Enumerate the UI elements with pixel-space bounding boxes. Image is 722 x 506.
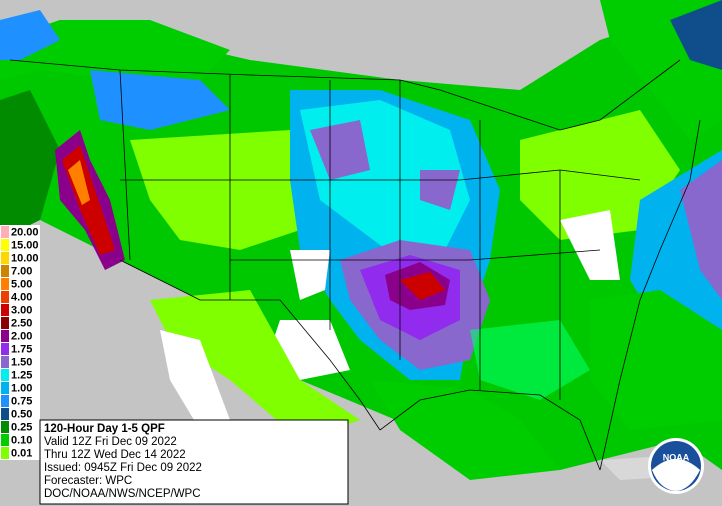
- legend-swatch: [1, 434, 9, 446]
- legend-label: 1.25: [11, 369, 32, 381]
- legend-swatch: [1, 239, 9, 251]
- info-line: Issued: 0945Z Fri Dec 09 2022: [44, 462, 202, 474]
- info-line: Thru 12Z Wed Dec 14 2022: [44, 449, 186, 461]
- legend-swatch: [1, 291, 9, 303]
- legend-label: 3.00: [11, 304, 32, 316]
- legend-swatch: [1, 421, 9, 433]
- legend-label: 5.00: [11, 278, 32, 290]
- legend-swatch: [1, 226, 9, 238]
- legend-swatch: [1, 330, 9, 342]
- legend-swatch: [1, 447, 9, 459]
- legend-frame: [0, 225, 40, 460]
- legend: 20.0015.0010.007.005.004.003.002.502.001…: [0, 225, 40, 460]
- legend-swatch: [1, 343, 9, 355]
- legend-label: 0.10: [11, 434, 32, 446]
- boundaries: [9, 59, 701, 471]
- legend-swatch: [1, 408, 9, 420]
- legend-label: 7.00: [11, 265, 32, 277]
- legend-label: 0.25: [11, 421, 32, 433]
- legend-swatch: [1, 369, 9, 381]
- legend-swatch: [1, 395, 9, 407]
- legend-label: 20.00: [11, 226, 39, 238]
- logo-gull: [652, 459, 700, 491]
- info-box-frame: [39, 419, 349, 505]
- info-box: 120-Hour Day 1-5 QPF Valid 12Z Fri Dec 0…: [39, 419, 349, 505]
- legend-label: 15.00: [11, 239, 39, 251]
- legend-swatch: [1, 382, 9, 394]
- legend-label: 2.50: [11, 317, 32, 329]
- legend-swatch: [1, 252, 9, 264]
- noaa-logo: NOAA: [648, 438, 704, 494]
- info-title: 120-Hour Day 1-5 QPF: [44, 423, 165, 435]
- legend-label: 0.50: [11, 408, 32, 420]
- legend-label: 10.00: [11, 252, 39, 264]
- legend-label: 1.50: [11, 356, 32, 368]
- legend-swatch: [1, 304, 9, 316]
- legend-swatch: [1, 278, 9, 290]
- legend-swatch: [1, 356, 9, 368]
- info-line: Valid 12Z Fri Dec 09 2022: [44, 436, 177, 448]
- legend-label: 4.00: [11, 291, 32, 303]
- info-line: DOC/NOAA/NWS/NCEP/WPC: [44, 488, 201, 500]
- legend-swatch: [1, 265, 9, 277]
- legend-label: 2.00: [11, 330, 32, 342]
- legend-label: 1.75: [11, 343, 32, 355]
- legend-label: 1.00: [11, 382, 32, 394]
- logo-text: NOAA: [663, 452, 690, 462]
- legend-label: 0.01: [11, 447, 32, 459]
- legend-swatch: [1, 317, 9, 329]
- legend-label: 0.75: [11, 395, 32, 407]
- info-line: Forecaster: WPC: [44, 475, 132, 487]
